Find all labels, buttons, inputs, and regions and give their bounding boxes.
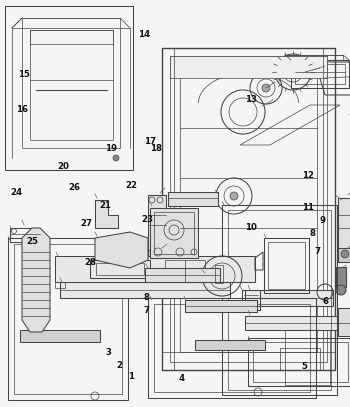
Bar: [55, 278, 65, 288]
Text: 5: 5: [302, 362, 307, 371]
Bar: [228, 210, 331, 390]
Bar: [96, 263, 144, 275]
Circle shape: [288, 67, 298, 77]
Bar: [148, 195, 166, 250]
Text: 11: 11: [302, 203, 314, 212]
Circle shape: [230, 192, 238, 200]
Bar: [185, 300, 257, 312]
Text: 2: 2: [117, 361, 123, 370]
Polygon shape: [95, 200, 118, 228]
Text: 25: 25: [26, 237, 38, 246]
Text: 14: 14: [138, 30, 150, 39]
Text: 10: 10: [245, 223, 257, 232]
Bar: [22, 18, 120, 148]
Text: 6: 6: [322, 297, 329, 306]
Text: 22: 22: [126, 181, 138, 190]
Polygon shape: [22, 228, 50, 332]
Bar: [10, 228, 40, 242]
Bar: [55, 256, 255, 282]
Text: 28: 28: [84, 258, 96, 267]
Bar: [295, 64, 345, 84]
Bar: [170, 56, 327, 362]
Bar: [154, 212, 194, 254]
Text: 8: 8: [309, 229, 315, 238]
Bar: [150, 208, 198, 258]
Bar: [162, 48, 174, 370]
Text: 4: 4: [179, 374, 185, 383]
Circle shape: [153, 252, 161, 260]
Circle shape: [341, 250, 349, 258]
Bar: [90, 260, 150, 278]
Text: 7: 7: [143, 306, 149, 315]
Bar: [162, 48, 335, 370]
Bar: [5, 6, 133, 170]
Text: 16: 16: [16, 105, 28, 114]
Text: 7: 7: [315, 247, 321, 256]
Bar: [253, 342, 348, 382]
Bar: [168, 192, 218, 206]
Bar: [338, 308, 350, 336]
Text: 20: 20: [58, 162, 70, 171]
Bar: [338, 198, 350, 248]
Bar: [245, 316, 350, 330]
Text: 13: 13: [245, 95, 257, 104]
Bar: [323, 48, 335, 370]
Text: 24: 24: [11, 188, 23, 197]
Text: 9: 9: [319, 216, 325, 225]
Bar: [215, 265, 223, 283]
Text: 27: 27: [81, 219, 93, 228]
Bar: [20, 330, 100, 342]
Bar: [8, 238, 128, 400]
Bar: [268, 242, 305, 289]
Text: 15: 15: [18, 70, 30, 79]
Text: 17: 17: [145, 137, 156, 146]
Bar: [336, 267, 346, 287]
Circle shape: [113, 155, 119, 161]
Bar: [248, 338, 350, 386]
Circle shape: [262, 84, 270, 92]
Bar: [145, 268, 220, 282]
Text: 23: 23: [141, 215, 153, 224]
Text: 19: 19: [105, 144, 117, 153]
Bar: [30, 30, 113, 44]
Circle shape: [336, 285, 346, 295]
Bar: [264, 238, 309, 293]
Bar: [180, 66, 317, 352]
Bar: [338, 248, 350, 262]
Bar: [285, 55, 343, 60]
Text: 21: 21: [100, 201, 112, 210]
Text: 12: 12: [302, 171, 314, 179]
Bar: [285, 330, 330, 385]
Bar: [195, 340, 265, 350]
Bar: [162, 352, 335, 370]
Bar: [14, 244, 122, 394]
Text: 3: 3: [105, 348, 112, 357]
Bar: [165, 260, 205, 278]
Bar: [154, 304, 310, 392]
Bar: [242, 290, 260, 310]
Text: 8: 8: [143, 293, 149, 302]
Bar: [148, 250, 166, 264]
Text: 1: 1: [128, 372, 134, 381]
Bar: [170, 56, 327, 78]
Bar: [280, 348, 320, 370]
Text: 26: 26: [68, 183, 80, 192]
Bar: [291, 60, 349, 88]
Text: 18: 18: [150, 144, 162, 153]
Bar: [30, 30, 113, 140]
Bar: [222, 205, 337, 395]
Bar: [60, 282, 230, 298]
Polygon shape: [95, 232, 148, 268]
Bar: [148, 298, 316, 398]
Bar: [245, 290, 333, 306]
